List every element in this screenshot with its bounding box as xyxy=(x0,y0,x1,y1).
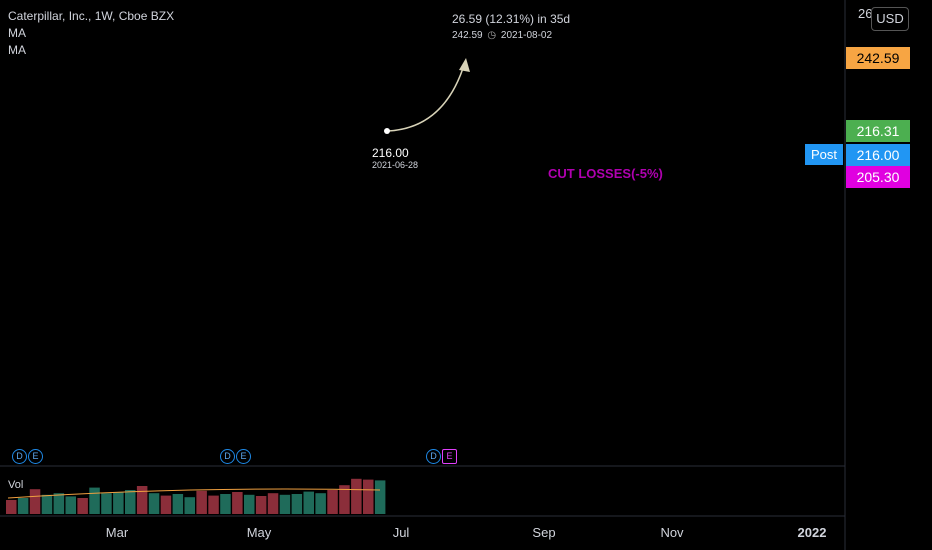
entry-price: 216.00 xyxy=(372,146,409,160)
volume-bar-25 xyxy=(303,491,314,514)
volume-bar-10 xyxy=(125,490,136,514)
price-badge-stop xyxy=(846,166,910,188)
price-badge-label-target: 242.59 xyxy=(857,50,900,66)
volume-bar-11 xyxy=(136,486,148,514)
clock-icon: ◷ xyxy=(487,30,497,41)
volume-bar-12 xyxy=(148,493,160,514)
cut-losses-label: CUT LOSSES(-5%) xyxy=(548,166,663,181)
volume-bar-2 xyxy=(29,489,41,514)
volume-bar-16 xyxy=(196,490,207,514)
dividend-icon[interactable]: D xyxy=(12,449,27,464)
dividend-icon[interactable]: D xyxy=(220,449,235,464)
volume-legend: Vol xyxy=(8,479,24,491)
volume-bar-9 xyxy=(113,492,124,514)
volume-bar-7 xyxy=(89,487,100,514)
volume-bar-31 xyxy=(374,480,386,514)
earnings-icon[interactable]: E xyxy=(28,449,43,464)
volume-bar-15 xyxy=(184,497,195,514)
entry-point xyxy=(384,128,390,134)
volume-bar-27 xyxy=(327,490,338,514)
post-market-badge: Post xyxy=(805,144,843,165)
time-tick-3: Sep xyxy=(532,525,555,540)
projection-arrowhead xyxy=(459,58,470,72)
volume-bar-19 xyxy=(232,492,243,514)
projection-date: 2021-08-02 xyxy=(500,30,553,41)
volume-ma-line xyxy=(7,488,381,499)
time-tick-4: Nov xyxy=(660,525,684,540)
volume-bar-20 xyxy=(244,494,255,514)
volume-bar-26 xyxy=(315,493,326,514)
volume-bar-8 xyxy=(101,493,112,514)
time-tick-2: Jul xyxy=(393,525,410,540)
volume-bar-0 xyxy=(6,500,17,514)
price-tick-top: 26 xyxy=(858,6,872,21)
price-badge-label-post: 216.00 xyxy=(857,147,900,163)
price-lines xyxy=(384,58,470,134)
price-badge-last xyxy=(846,120,910,142)
ma-legend-1[interactable]: MA xyxy=(8,26,26,40)
volume-bar-24 xyxy=(291,494,303,514)
projection-price: 242.59 xyxy=(452,30,483,41)
dividend-icon[interactable]: D xyxy=(426,449,441,464)
volume-bar-17 xyxy=(208,495,219,514)
volume-bar-30 xyxy=(363,479,374,514)
volume-bar-5 xyxy=(65,496,76,514)
projection-arrow xyxy=(387,61,466,132)
projection-label: 26.59 (12.31%) in 35d xyxy=(452,12,571,26)
price-axis: 133.00143.00153.00165.00180.00220.002624… xyxy=(846,6,910,188)
volume-bar-18 xyxy=(220,494,231,514)
time-tick-0: Mar xyxy=(106,525,129,540)
projection-sub: 242.59 ◷ 2021-08-02 xyxy=(452,30,552,41)
price-badge-label-stop: 205.30 xyxy=(857,169,900,185)
earnings-icon[interactable]: E xyxy=(442,449,457,464)
entry-label: 216.00 2021-06-28 xyxy=(369,145,422,171)
volume-bar-23 xyxy=(279,494,291,514)
time-axis: Mar May Jul Sep Nov 2022 xyxy=(106,525,827,540)
volume-bar-21 xyxy=(255,496,267,514)
entry-date: 2021-06-28 xyxy=(372,160,419,170)
volume-bar-28 xyxy=(339,485,350,514)
ma-legend-2[interactable]: MA xyxy=(8,43,26,57)
time-tick-1: May xyxy=(247,525,272,540)
price-badge-post xyxy=(846,144,910,166)
currency-button[interactable]: USD xyxy=(871,7,909,31)
price-badge-target xyxy=(846,47,910,69)
volume-bar-4 xyxy=(53,493,65,514)
time-tick-5: 2022 xyxy=(798,525,827,540)
volume-bar-13 xyxy=(160,495,172,514)
chart-grid xyxy=(0,0,846,550)
symbol-title: Caterpillar, Inc., 1W, Cboe BZX xyxy=(8,9,175,23)
chart-legend: Caterpillar, Inc., 1W, Cboe BZX MA MA xyxy=(8,8,174,59)
volume-bar-1 xyxy=(17,498,29,514)
price-badge-label-last: 216.31 xyxy=(857,123,900,139)
volume-bar-29 xyxy=(351,478,362,514)
volume-bar-22 xyxy=(267,493,279,514)
volume-bar-6 xyxy=(77,498,88,514)
volume-bars xyxy=(6,478,386,514)
volume-bar-14 xyxy=(172,494,184,514)
volume-bar-3 xyxy=(41,494,53,514)
earnings-icon[interactable]: E xyxy=(236,449,251,464)
